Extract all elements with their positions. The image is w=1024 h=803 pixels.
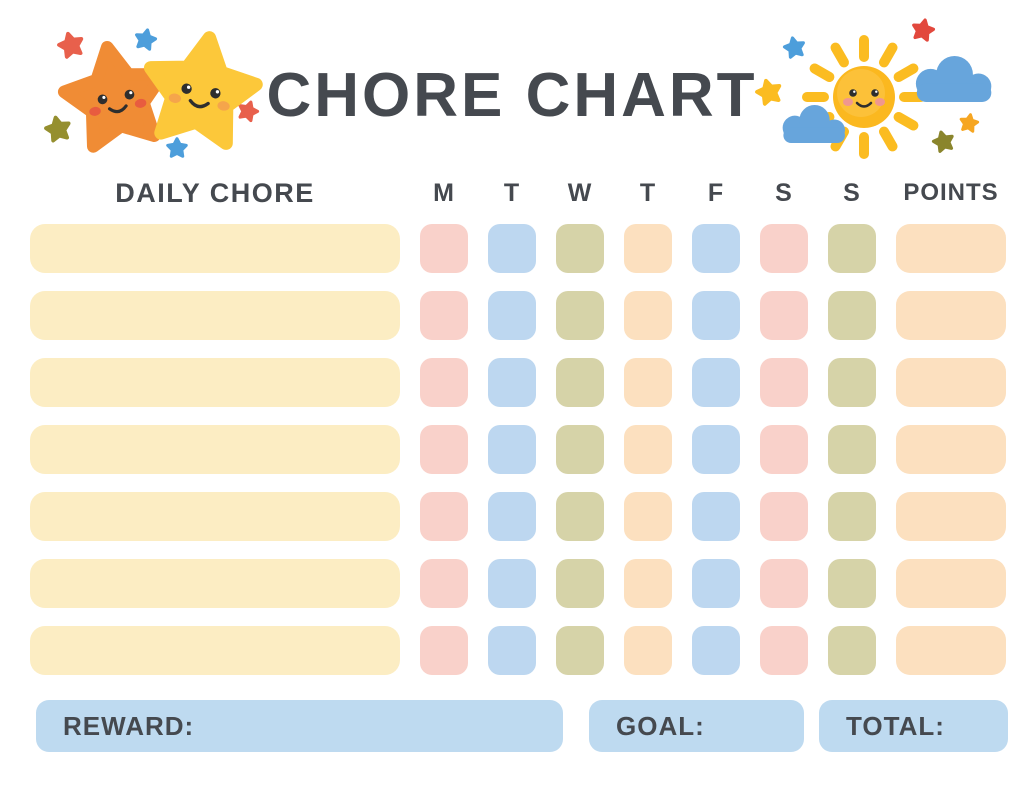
day-cell[interactable]	[488, 559, 536, 608]
day-cell[interactable]	[556, 425, 604, 474]
chore-name-cell[interactable]	[30, 626, 400, 675]
day-cell[interactable]	[760, 358, 808, 407]
day-cell[interactable]	[420, 358, 468, 407]
day-header-sun: S	[843, 178, 861, 207]
chore-name-cell[interactable]	[30, 492, 400, 541]
day-cell[interactable]	[828, 224, 876, 273]
day-cell[interactable]	[692, 224, 740, 273]
chore-name-cell[interactable]	[30, 291, 400, 340]
day-cell[interactable]	[488, 425, 536, 474]
chore-name-cell[interactable]	[30, 358, 400, 407]
day-cell[interactable]	[828, 358, 876, 407]
day-cell[interactable]	[692, 626, 740, 675]
day-cell[interactable]	[760, 425, 808, 474]
day-cell[interactable]	[624, 559, 672, 608]
cloud-icon	[915, 56, 992, 102]
chore-name-cell[interactable]	[30, 425, 400, 474]
points-cell[interactable]	[896, 224, 1006, 273]
day-header-wed: W	[567, 178, 593, 207]
day-cell[interactable]	[760, 224, 808, 273]
day-cell[interactable]	[556, 626, 604, 675]
day-cell[interactable]	[624, 626, 672, 675]
day-header-sat: S	[775, 178, 793, 207]
points-cell[interactable]	[896, 291, 1006, 340]
day-header-mon: M	[433, 178, 455, 207]
yellow-star-face-icon	[127, 17, 276, 166]
day-cell[interactable]	[692, 358, 740, 407]
day-cell[interactable]	[692, 559, 740, 608]
cloud-icon	[782, 105, 845, 143]
day-cell[interactable]	[488, 492, 536, 541]
points-cell[interactable]	[896, 358, 1006, 407]
reward-label: REWARD:	[63, 710, 195, 741]
chore-name-cell[interactable]	[30, 559, 400, 608]
day-header-thu: T	[639, 178, 657, 207]
page-title: CHORE CHART	[266, 61, 758, 130]
day-cell[interactable]	[488, 626, 536, 675]
chore-name-cell[interactable]	[30, 224, 400, 273]
day-cell[interactable]	[556, 291, 604, 340]
day-cell[interactable]	[692, 291, 740, 340]
day-cell[interactable]	[488, 291, 536, 340]
day-cell[interactable]	[624, 358, 672, 407]
day-cell[interactable]	[420, 492, 468, 541]
total-box[interactable]: TOTAL:	[819, 700, 1008, 752]
points-cell[interactable]	[896, 559, 1006, 608]
day-cell[interactable]	[760, 492, 808, 541]
points-header: POINTS	[903, 179, 999, 206]
day-cell[interactable]	[420, 425, 468, 474]
goal-box[interactable]: GOAL:	[589, 700, 804, 752]
day-cell[interactable]	[828, 626, 876, 675]
day-cell[interactable]	[488, 224, 536, 273]
day-cell[interactable]	[828, 291, 876, 340]
footer: REWARD: GOAL: TOTAL:	[36, 700, 1008, 752]
day-cell[interactable]	[488, 358, 536, 407]
day-cell[interactable]	[692, 425, 740, 474]
day-cell[interactable]	[420, 626, 468, 675]
day-cell[interactable]	[828, 425, 876, 474]
day-cell[interactable]	[420, 559, 468, 608]
chore-chart-table: DAILY CHORE M T W T F S S POINTS	[30, 177, 1006, 675]
day-cell[interactable]	[420, 291, 468, 340]
day-cell[interactable]	[556, 224, 604, 273]
day-cell[interactable]	[556, 492, 604, 541]
day-header-fri: F	[707, 178, 725, 207]
day-cell[interactable]	[556, 559, 604, 608]
day-cell[interactable]	[692, 492, 740, 541]
day-cell[interactable]	[760, 559, 808, 608]
points-cell[interactable]	[896, 425, 1006, 474]
day-cell[interactable]	[624, 492, 672, 541]
day-cell[interactable]	[624, 291, 672, 340]
goal-label: GOAL:	[616, 710, 705, 741]
day-cell[interactable]	[556, 358, 604, 407]
day-cell[interactable]	[420, 224, 468, 273]
points-cell[interactable]	[896, 492, 1006, 541]
day-cell[interactable]	[624, 425, 672, 474]
day-cell[interactable]	[828, 559, 876, 608]
day-cell[interactable]	[828, 492, 876, 541]
day-cell[interactable]	[760, 626, 808, 675]
day-cell[interactable]	[760, 291, 808, 340]
day-cell[interactable]	[624, 224, 672, 273]
day-header-tue: T	[503, 178, 521, 207]
daily-chore-header: DAILY CHORE	[115, 177, 315, 208]
points-cell[interactable]	[896, 626, 1006, 675]
total-label: TOTAL:	[846, 710, 945, 741]
reward-box[interactable]: REWARD:	[36, 700, 563, 752]
orange-star-face-icon	[45, 26, 186, 167]
